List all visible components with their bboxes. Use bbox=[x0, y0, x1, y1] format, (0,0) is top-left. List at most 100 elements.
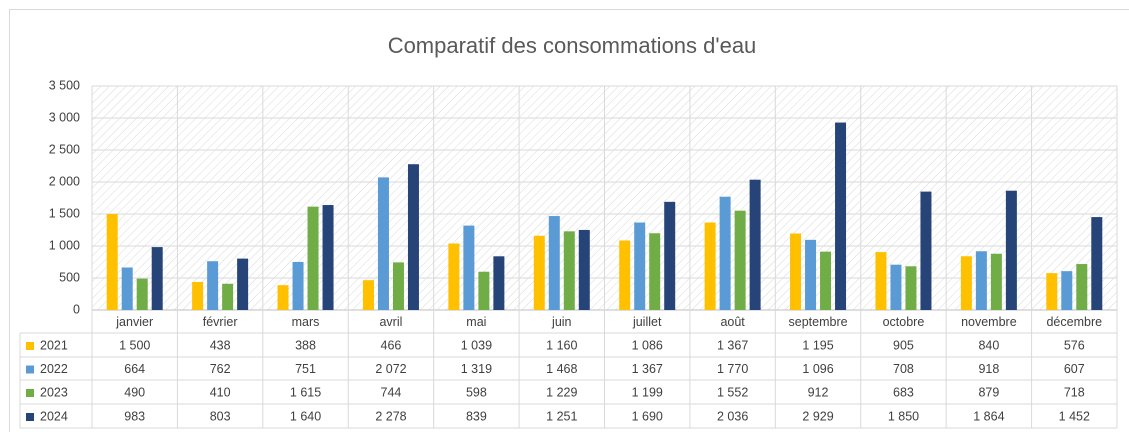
bar bbox=[875, 252, 887, 310]
table-cell: 1 160 bbox=[546, 338, 577, 352]
bar bbox=[192, 281, 204, 310]
bar bbox=[106, 214, 118, 310]
legend-label: 2021 bbox=[40, 338, 68, 352]
x-tick-label: février bbox=[203, 315, 238, 329]
table-cell: 918 bbox=[978, 362, 999, 376]
y-tick-label: 3 500 bbox=[49, 78, 80, 92]
chart-title: Comparatif des consommations d'eau bbox=[388, 33, 757, 58]
legend-key bbox=[26, 342, 34, 350]
table-cell: 839 bbox=[466, 409, 487, 423]
table-cell: 744 bbox=[381, 385, 402, 399]
bar bbox=[207, 261, 219, 310]
x-tick-label: avril bbox=[379, 315, 402, 329]
bar bbox=[121, 267, 133, 310]
bar bbox=[377, 177, 389, 310]
table-cell: 1 468 bbox=[546, 362, 577, 376]
bar bbox=[307, 206, 319, 310]
bar bbox=[448, 243, 460, 310]
table-cell: 1 195 bbox=[802, 338, 833, 352]
bar bbox=[563, 231, 575, 310]
bar bbox=[805, 239, 817, 310]
table-cell: 762 bbox=[210, 362, 231, 376]
bar bbox=[704, 222, 716, 310]
table-cell: 490 bbox=[124, 385, 145, 399]
table-cell: 983 bbox=[124, 409, 145, 423]
table-cell: 598 bbox=[466, 385, 487, 399]
bar bbox=[1061, 271, 1073, 310]
table-cell: 1 552 bbox=[717, 385, 748, 399]
table-cell: 1 850 bbox=[888, 409, 919, 423]
table-cell: 1 452 bbox=[1059, 409, 1090, 423]
table-cell: 1 690 bbox=[632, 409, 663, 423]
x-tick-label: juin bbox=[551, 315, 572, 329]
bar bbox=[1046, 273, 1058, 310]
x-tick-label: janvier bbox=[115, 315, 153, 329]
table-cell: 683 bbox=[893, 385, 914, 399]
table-cell: 664 bbox=[124, 362, 145, 376]
table-cell: 1 251 bbox=[546, 409, 577, 423]
y-tick-label: 500 bbox=[59, 270, 80, 284]
x-tick-label: octobre bbox=[883, 315, 925, 329]
bar bbox=[719, 196, 731, 310]
table-cell: 1 367 bbox=[717, 338, 748, 352]
table-cell: 912 bbox=[808, 385, 829, 399]
table-cell: 576 bbox=[1064, 338, 1085, 352]
table-cell: 410 bbox=[210, 385, 231, 399]
y-tick-label: 1 000 bbox=[49, 238, 80, 252]
bar bbox=[533, 235, 545, 310]
table-cell: 466 bbox=[381, 338, 402, 352]
table-cell: 1 319 bbox=[461, 362, 492, 376]
bar bbox=[990, 253, 1002, 310]
table-cell: 1 770 bbox=[717, 362, 748, 376]
bar bbox=[407, 164, 419, 310]
legend-label: 2023 bbox=[40, 385, 68, 399]
table-cell: 1 229 bbox=[546, 385, 577, 399]
bar bbox=[578, 229, 590, 310]
y-tick-label: 1 500 bbox=[49, 206, 80, 220]
bar bbox=[493, 256, 505, 310]
legend-key bbox=[26, 413, 34, 421]
table-cell: 2 278 bbox=[375, 409, 406, 423]
table-cell: 879 bbox=[978, 385, 999, 399]
bar bbox=[222, 283, 234, 310]
bar bbox=[151, 247, 163, 310]
table-cell: 1 086 bbox=[632, 338, 663, 352]
bar bbox=[392, 262, 404, 310]
legend-label: 2024 bbox=[40, 409, 68, 423]
bar bbox=[548, 216, 560, 310]
bar bbox=[835, 122, 847, 310]
bar bbox=[790, 233, 802, 310]
table-cell: 1 367 bbox=[632, 362, 663, 376]
y-tick-label: 2 000 bbox=[49, 174, 80, 188]
bar bbox=[292, 261, 304, 310]
table-cell: 1 640 bbox=[290, 409, 321, 423]
bar bbox=[664, 201, 676, 310]
bar bbox=[1005, 190, 1017, 310]
bar bbox=[237, 258, 249, 310]
x-tick-label: mai bbox=[466, 315, 486, 329]
bar bbox=[734, 210, 746, 310]
bar bbox=[136, 278, 148, 310]
table-cell: 803 bbox=[210, 409, 231, 423]
bar bbox=[619, 240, 631, 310]
table-cell: 1 500 bbox=[119, 338, 150, 352]
x-tick-label: août bbox=[720, 315, 745, 329]
bar bbox=[277, 285, 289, 310]
x-tick-label: juillet bbox=[632, 315, 662, 329]
bar bbox=[649, 233, 661, 310]
table-cell: 2 929 bbox=[802, 409, 833, 423]
table-cell: 708 bbox=[893, 362, 914, 376]
table-cell: 905 bbox=[893, 338, 914, 352]
x-tick-label: mars bbox=[292, 315, 320, 329]
x-tick-label: décembre bbox=[1046, 315, 1102, 329]
table-cell: 1 096 bbox=[802, 362, 833, 376]
table-cell: 388 bbox=[295, 338, 316, 352]
bar bbox=[749, 179, 761, 310]
table-cell: 438 bbox=[210, 338, 231, 352]
bar bbox=[975, 251, 987, 310]
x-tick-label: septembre bbox=[789, 315, 848, 329]
legend-key bbox=[26, 365, 34, 374]
table-cell: 1 615 bbox=[290, 385, 321, 399]
bar bbox=[960, 256, 972, 310]
